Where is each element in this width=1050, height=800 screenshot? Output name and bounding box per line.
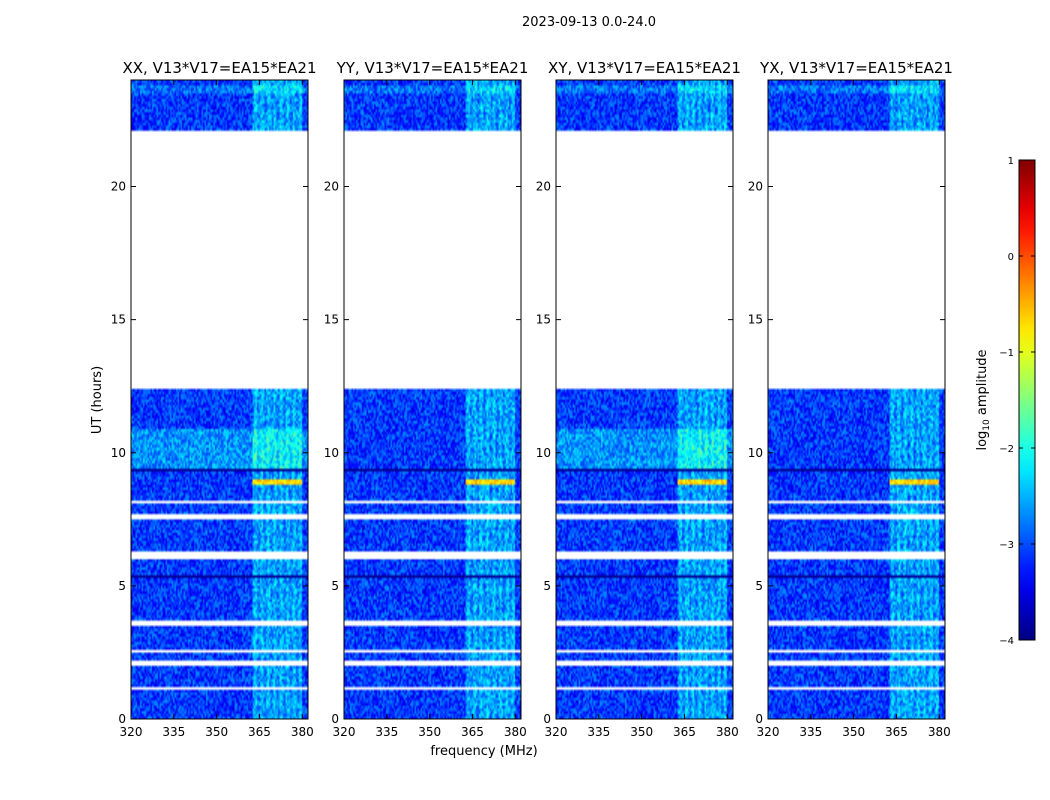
x-tick-label: 365 <box>248 725 271 739</box>
colorbar-tick-label: −1 <box>999 348 1014 359</box>
panel-1: XX, V13*V17=EA15*EA21 320 335 350 365 380 0 5 10… <box>111 59 317 739</box>
heatmap-image <box>556 80 733 719</box>
x-tick-label: 320 <box>757 725 780 739</box>
colorbar-gradient <box>1018 159 1036 641</box>
x-tick-label: 365 <box>673 725 696 739</box>
y-tick-label: 10 <box>536 446 551 460</box>
y-tick-label: 10 <box>111 446 126 460</box>
x-tick-label: 350 <box>842 725 865 739</box>
colorbar: 1 0 −1 −2 −3 −4 log10 amplitude <box>975 156 1036 647</box>
x-tick-label: 350 <box>630 725 653 739</box>
x-tick-label: 350 <box>205 725 228 739</box>
y-tick-label: 10 <box>324 446 339 460</box>
x-tick-label: 365 <box>461 725 484 739</box>
x-tick-label: 365 <box>885 725 908 739</box>
colorbar-tick-label: −2 <box>999 444 1014 455</box>
colorbar-label: log10 amplitude <box>975 349 992 450</box>
y-tick-label: 5 <box>543 579 551 593</box>
y-tick-label: 0 <box>543 712 551 726</box>
colorbar-tick-label: 1 <box>1008 156 1014 167</box>
panel-4: YX, V13*V17=EA15*EA21 320 335 350 365 380 0 5 10… <box>748 59 953 739</box>
x-tick-label: 335 <box>799 725 822 739</box>
heatmap-image <box>344 80 521 719</box>
y-tick-label: 20 <box>111 180 126 194</box>
heatmap-image <box>768 80 945 719</box>
y-tick-label: 20 <box>324 180 339 194</box>
figure-suptitle: 2023-09-13 0.0-24.0 <box>522 15 656 30</box>
panel-title: YX, V13*V17=EA15*EA21 <box>759 59 953 77</box>
y-tick-label: 0 <box>755 712 763 726</box>
x-tick-label: 335 <box>162 725 185 739</box>
panel-2: YY, V13*V17=EA15*EA21 320 335 350 365 380 0 5 10… <box>324 59 529 739</box>
panel-3: XY, V13*V17=EA15*EA21 320 335 350 365 380 0 5 10… <box>536 59 741 739</box>
y-tick-label: 5 <box>331 579 339 593</box>
y-tick-label: 10 <box>748 446 763 460</box>
x-tick-label: 350 <box>418 725 441 739</box>
heatmap-image <box>131 80 308 719</box>
y-tick-label: 15 <box>536 313 551 327</box>
y-tick-label: 15 <box>324 313 339 327</box>
x-tick-label: 335 <box>375 725 398 739</box>
x-axis-label: frequency (MHz) <box>430 744 537 759</box>
x-tick-label: 380 <box>928 725 951 739</box>
x-tick-label: 320 <box>545 725 568 739</box>
y-tick-label: 20 <box>748 180 763 194</box>
panel-title: XY, V13*V17=EA15*EA21 <box>548 59 741 77</box>
x-tick-label: 380 <box>716 725 739 739</box>
y-tick-label: 5 <box>755 579 763 593</box>
colorbar-tick-label: −4 <box>999 636 1014 647</box>
y-tick-label: 5 <box>118 579 126 593</box>
y-tick-label: 0 <box>331 712 339 726</box>
axes-frame <box>343 79 522 720</box>
y-tick-label: 15 <box>748 313 763 327</box>
y-tick-label: 20 <box>536 180 551 194</box>
panel-title: XX, V13*V17=EA15*EA21 <box>122 59 316 77</box>
axes-frame <box>130 79 309 720</box>
x-tick-label: 320 <box>333 725 356 739</box>
y-axis-label: UT (hours) <box>90 366 105 434</box>
panel-title: YY, V13*V17=EA15*EA21 <box>336 59 529 77</box>
axes-frame <box>555 79 734 720</box>
colorbar-tick-label: 0 <box>1008 252 1014 263</box>
colorbar-tick-label: −3 <box>999 540 1014 551</box>
axes-frame <box>767 79 946 720</box>
x-tick-label: 335 <box>587 725 610 739</box>
x-tick-label: 320 <box>120 725 143 739</box>
x-tick-label: 380 <box>504 725 527 739</box>
y-tick-label: 0 <box>118 712 126 726</box>
panels-group: XX, V13*V17=EA15*EA21 320 335 350 365 380 0 5 10… <box>111 59 953 739</box>
x-tick-label: 380 <box>291 725 314 739</box>
y-tick-label: 15 <box>111 313 126 327</box>
